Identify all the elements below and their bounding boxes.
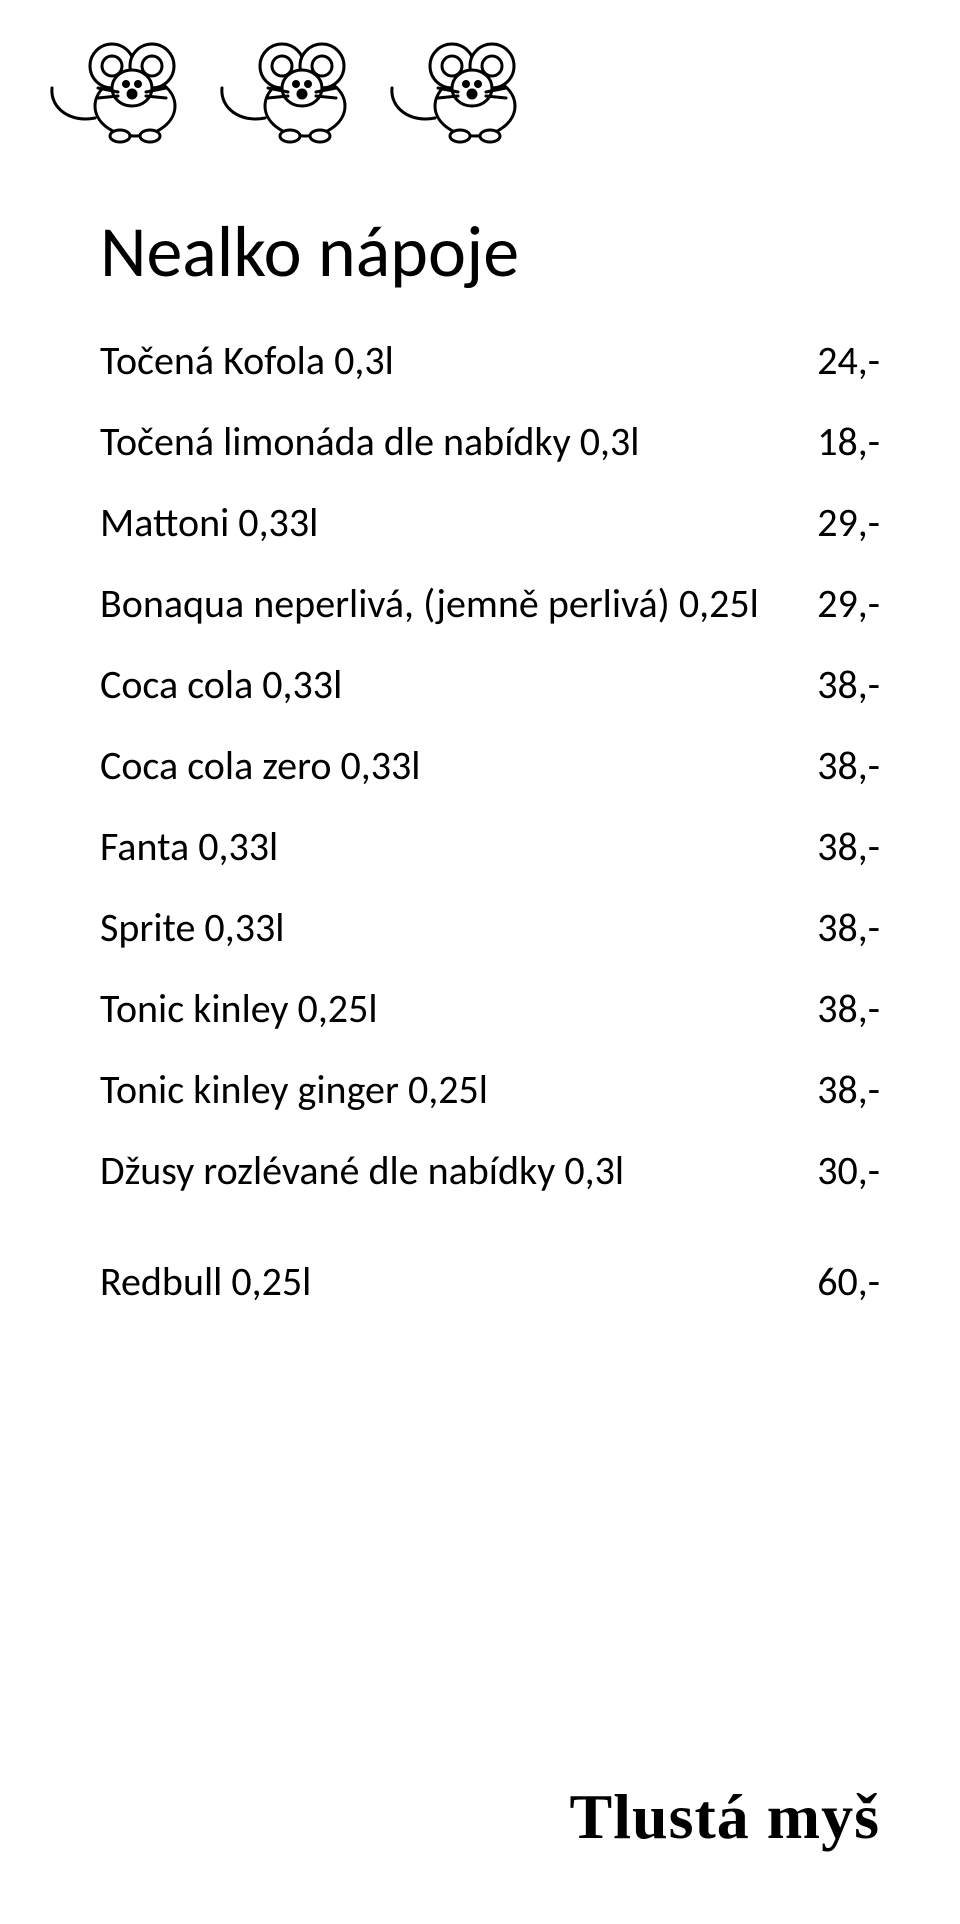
content-area: Nealko nápoje Točená Kofola 0,3l24,-Toče…	[0, 158, 960, 1306]
menu-item-name: Fanta 0,33l	[100, 822, 278, 871]
menu-item: Coca cola 0,33l 38,-	[100, 660, 880, 709]
menu-item-name: Točená limonáda dle nabídky 0,3l	[100, 417, 639, 466]
menu-item: Tonic kinley ginger 0,25l 38,-	[100, 1065, 880, 1114]
menu-item-name: Sprite 0,33l	[100, 903, 284, 952]
menu-item-price: 30,-	[817, 1146, 880, 1195]
menu-item-price: 38,-	[817, 903, 880, 952]
menu-item-name: Coca cola zero 0,33l	[100, 741, 421, 790]
menu-item-price: 60,-	[817, 1257, 880, 1306]
menu-item-price: 38,-	[817, 741, 880, 790]
menu-item-name: Mattoni 0,33l	[100, 498, 318, 547]
mouse-icon	[210, 18, 370, 158]
menu-item-name: Točená Kofola 0,3l	[100, 336, 394, 385]
menu-item: Redbull 0,25l 60,-	[100, 1257, 880, 1306]
menu-item-name: Tonic kinley ginger 0,25l	[100, 1065, 488, 1114]
menu-item: Fanta 0,33l 38,-	[100, 822, 880, 871]
menu-item-price: 18,-	[817, 417, 880, 466]
footer-brand: Tlustá myš	[570, 1780, 881, 1854]
menu-item: Coca cola zero 0,33l 38,-	[100, 741, 880, 790]
header-artwork-row	[0, 0, 960, 158]
menu-item: Točená limonáda dle nabídky 0,3l 18,-	[100, 417, 880, 466]
menu-list: Točená Kofola 0,3l 24,- Točená limonáda dl…	[100, 336, 880, 1306]
menu-item: Mattoni 0,33l 29,-	[100, 498, 880, 547]
menu-item-price: 29,-	[817, 498, 880, 547]
menu-item-price: 38,-	[817, 984, 880, 1033]
mouse-icon	[380, 18, 540, 158]
menu-item-name: Redbull 0,25l	[100, 1257, 311, 1306]
menu-item-price: 24,-	[817, 336, 880, 385]
menu-item-name: Tonic kinley 0,25l	[100, 984, 378, 1033]
page-title: Nealko nápoje	[100, 208, 880, 296]
page: Nealko nápoje Točená Kofola 0,3l24,-Toče…	[0, 0, 960, 1924]
menu-item-price: 38,-	[817, 660, 880, 709]
menu-item-price: 38,-	[817, 1065, 880, 1114]
menu-item-price: 38,-	[817, 822, 880, 871]
menu-item: Točená Kofola 0,3l 24,-	[100, 336, 880, 385]
menu-item: Bonaqua neperlivá, (jemně perlivá) 0,25l…	[100, 579, 880, 628]
menu-item-price: 29,-	[817, 579, 880, 628]
menu-item-name: Coca cola 0,33l	[100, 660, 342, 709]
menu-item: Tonic kinley 0,25l 38,-	[100, 984, 880, 1033]
menu-item: Sprite 0,33l 38,-	[100, 903, 880, 952]
menu-item-name: Džusy rozlévané dle nabídky 0,3l	[100, 1146, 624, 1195]
menu-item-name: Bonaqua neperlivá, (jemně perlivá) 0,25l	[100, 579, 759, 628]
menu-item: Džusy rozlévané dle nabídky 0,3l 30,-	[100, 1146, 880, 1195]
mouse-icon	[40, 18, 200, 158]
